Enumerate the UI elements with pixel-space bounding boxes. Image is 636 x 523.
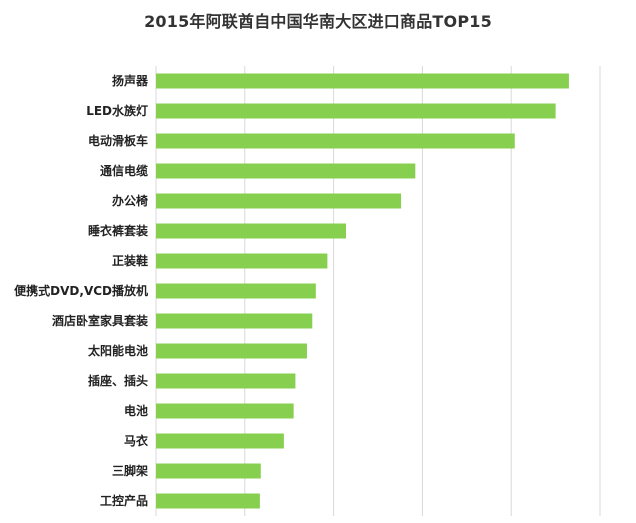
bar (156, 133, 515, 149)
bar (156, 343, 307, 359)
bar (156, 163, 416, 179)
category-label: 通信电缆 (100, 163, 148, 178)
bar (156, 493, 260, 509)
category-label: 睡衣裤套装 (88, 223, 148, 238)
category-label: 工控产品 (100, 493, 148, 508)
category-label: 办公椅 (112, 193, 148, 208)
category-label: 正装鞋 (112, 253, 148, 268)
bar (156, 463, 261, 479)
category-label: 酒店卧室家具套装 (52, 313, 148, 328)
category-label: 插座、插头 (88, 373, 148, 388)
bar (156, 73, 569, 89)
bar (156, 373, 296, 389)
bar (156, 433, 284, 449)
bar (156, 283, 316, 299)
bar (156, 103, 556, 119)
label-layer: 扬声器 LED水族灯电动滑板车通信电缆办公椅睡衣裤套装正装鞋便携式DVD,VCD播… (14, 73, 149, 508)
category-label: 便携式DVD,VCD播放机 (14, 283, 148, 298)
category-label: 电池 (124, 403, 148, 418)
category-label: 扬声器 (112, 73, 149, 88)
bar (156, 313, 313, 329)
category-label: 电动滑板车 (88, 133, 148, 148)
category-label: 太阳能电池 (88, 343, 148, 358)
bar (156, 403, 294, 419)
category-label: 马衣 (124, 433, 148, 448)
bar (156, 253, 328, 269)
category-label: 三脚架 (112, 463, 148, 478)
category-label: LED水族灯 (86, 103, 148, 118)
chart-title: 2015年阿联酋自中国华南大区进口商品TOP15 (144, 12, 492, 31)
bar (156, 193, 402, 209)
bar-layer (156, 73, 569, 509)
bar (156, 223, 347, 239)
